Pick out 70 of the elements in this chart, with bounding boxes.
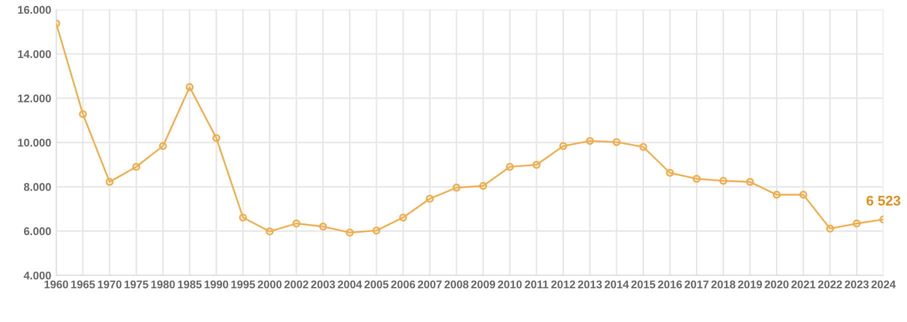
x-tick-label: 2009	[471, 280, 496, 288]
point	[372, 226, 380, 235]
x-tick-label: 2008	[444, 280, 469, 288]
point	[159, 142, 167, 150]
x-tick-label: 1990	[204, 280, 228, 288]
point	[346, 228, 354, 237]
point	[319, 222, 328, 231]
point	[78, 110, 87, 118]
x-tick-label: 2019	[738, 280, 762, 288]
point	[666, 168, 674, 177]
x-tick-label: 2020	[764, 280, 789, 288]
y-tick-label: 4.000	[24, 272, 51, 280]
y-tick-label: 12.000	[18, 94, 51, 102]
point	[212, 134, 220, 142]
x-tick-label: 2000	[258, 280, 282, 288]
x-tick-label: 2010	[498, 280, 522, 288]
point	[506, 162, 514, 171]
x-tick-label: 2024	[871, 280, 896, 288]
x-tick-label: 1965	[71, 280, 95, 288]
y-tick-label: 10.000	[18, 138, 51, 147]
x-tick-label: 2012	[551, 280, 576, 288]
point	[399, 214, 408, 222]
point	[612, 138, 621, 146]
point	[239, 214, 247, 222]
y-tick-label: 16.000	[18, 6, 51, 14]
point	[852, 220, 861, 228]
point	[292, 220, 300, 228]
x-tick-label: 2015	[631, 280, 656, 288]
x-tick-label: 2003	[311, 280, 336, 288]
x-tick-label: 1985	[178, 280, 202, 288]
point	[532, 160, 540, 169]
x-tick-label: 1995	[231, 280, 256, 288]
point	[479, 182, 488, 190]
point	[426, 194, 434, 203]
x-tick-label: 1980	[151, 280, 175, 288]
y-tick-label: 14.000	[18, 50, 51, 58]
x-tick-label: 2005	[364, 280, 388, 288]
point	[186, 83, 194, 92]
x-tick-label: 2013	[578, 280, 602, 288]
point	[799, 190, 808, 199]
x-tick-label: 2017	[684, 280, 709, 288]
x-tick-label: 2021	[791, 280, 816, 288]
point	[586, 136, 594, 145]
x-tick-label: 2006	[391, 280, 416, 288]
point	[132, 162, 140, 171]
x-tick-label: 2022	[818, 280, 842, 288]
x-tick-label: 1970	[98, 280, 122, 288]
point	[772, 190, 781, 199]
x-tick-label: 2014	[604, 280, 629, 288]
x-tick-label: 1960	[44, 280, 68, 288]
point	[559, 142, 568, 150]
point	[719, 176, 728, 185]
x-tick-label: 2007	[418, 280, 442, 288]
x-tick-label: 1975	[124, 280, 148, 288]
point	[639, 142, 648, 151]
x-tick-label: 2018	[711, 280, 736, 288]
y-tick-label: 8.000	[24, 183, 51, 191]
point	[452, 184, 460, 192]
x-tick-label: 2002	[284, 280, 308, 288]
x-tick-label: 2023	[844, 280, 869, 288]
point	[692, 174, 701, 183]
point	[106, 178, 114, 186]
x-tick-label: 2016	[658, 280, 682, 288]
point	[826, 224, 834, 233]
point	[266, 228, 274, 236]
data-label: 6 523	[866, 196, 900, 206]
point	[746, 178, 754, 186]
x-tick-label: 2004	[338, 280, 362, 288]
y-tick-label: 6.000	[24, 227, 51, 236]
x-tick-label: 2011	[524, 280, 548, 288]
